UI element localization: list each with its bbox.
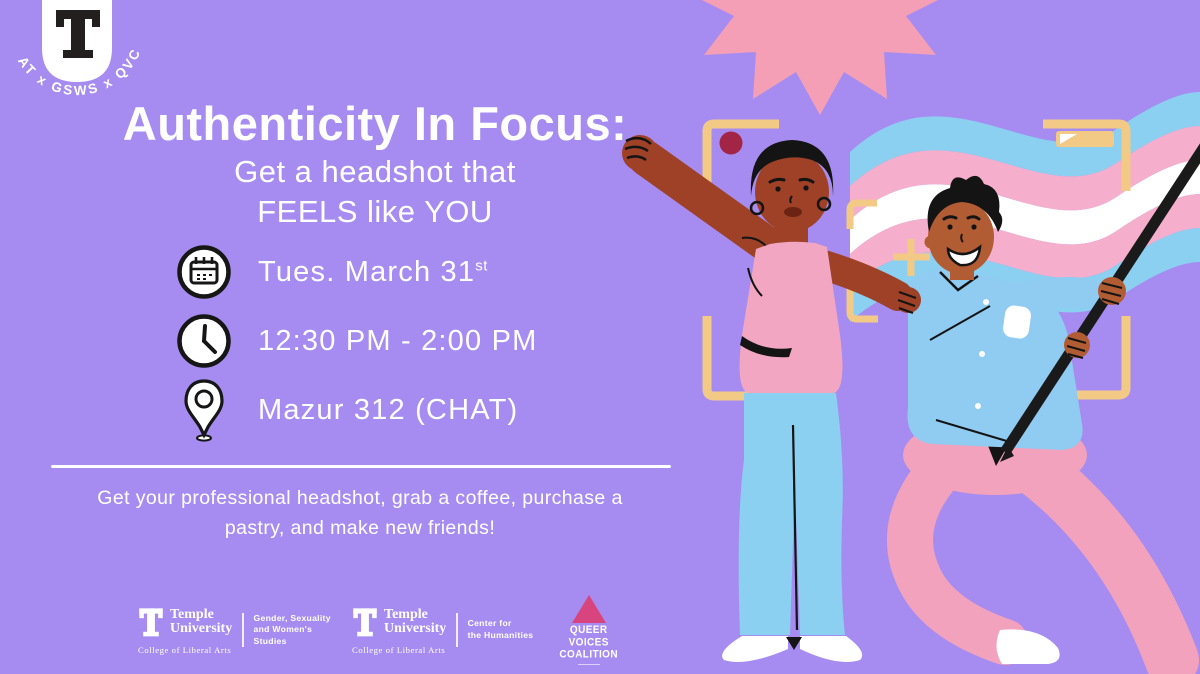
event-description: Get your professional headshot, grab a c… [60,483,660,543]
smile [946,244,982,267]
battery-icon [1056,131,1114,147]
subtitle-line-1: Get a headshot that [234,154,516,189]
temple-t-logo [56,10,100,58]
illustration-scene [622,0,1200,674]
footer-divider [242,613,244,647]
earring [749,200,765,216]
starburst-shape [702,0,938,115]
gsws-department-label: Gender, Sexuality and Women's Studies [253,612,331,646]
date-value: Tues. March 31 [258,255,476,288]
raised-fist-figure [622,135,921,662]
temple-t-icon [353,607,377,636]
coalition-subtext-mark [577,663,600,666]
shoe [800,636,863,662]
location-value: Mazur 312 (CHAT) [258,393,519,426]
temple-cla-gsws-lockup: Temple University College of Liberal Art… [138,606,232,655]
description-line-1: Get your professional headshot, grab a c… [97,487,623,509]
viewfinder-frame [702,119,1131,401]
description-line-2: pastry, and make new friends! [224,517,496,540]
crosshair-icon [893,239,930,276]
shirt-pocket [1003,305,1031,339]
temple-t-icon [139,607,163,636]
event-location-row: Mazur 312 (CHAT) [176,379,538,442]
calendar-icon [176,244,232,300]
queer-voices-coalition-logo: QUEER VOICES COALITION [559,594,618,666]
event-subtitle: Get a headshot that FEELS like YOU [30,152,720,231]
time-value: 12:30 PM - 2:00 PM [258,324,538,357]
divider-line [51,465,671,468]
college-of-liberal-arts-label: College of Liberal Arts [138,644,232,655]
org-badge: CHAT x GSWS x QVCO [0,0,141,98]
temple-university-wordmark: Temple University [170,606,233,637]
college-of-liberal-arts-label: College of Liberal Arts [352,644,446,655]
event-title: Authenticity In Focus: [122,97,628,150]
footer-logos: Temple University College of Liberal Art… [138,592,618,668]
humanities-center-label: Center for the Humanities [467,618,534,640]
event-date-row: Tues. March 31st [176,244,538,300]
event-date-text: Tues. March 31st [258,256,488,289]
gripping-hands [1064,277,1126,359]
event-location-text: Mazur 312 (CHAT) [258,394,518,427]
temple-cla-humanities-lockup: Temple University College of Liberal Art… [352,606,446,655]
shoe [996,629,1060,664]
subtitle-line-2: FEELS like YOU [257,193,493,229]
fist-knuckles [624,136,652,162]
location-pin-icon [176,377,232,443]
record-dot [719,131,743,155]
event-details: Tues. March 31st 12:30 PM - 2:00 PM [176,244,538,451]
date-ordinal: st [475,256,488,274]
event-time-text: 12:30 PM - 2:00 PM [258,325,538,358]
footer-divider [456,613,458,647]
coalition-wordmark: QUEER VOICES COALITION [559,623,618,662]
pink-triangle-icon [571,594,606,623]
temple-university-wordmark: Temple University [384,606,447,637]
event-time-row: 12:30 PM - 2:00 PM [176,313,538,369]
earring [816,196,832,212]
clock-icon [176,313,232,369]
shoe [722,636,788,662]
